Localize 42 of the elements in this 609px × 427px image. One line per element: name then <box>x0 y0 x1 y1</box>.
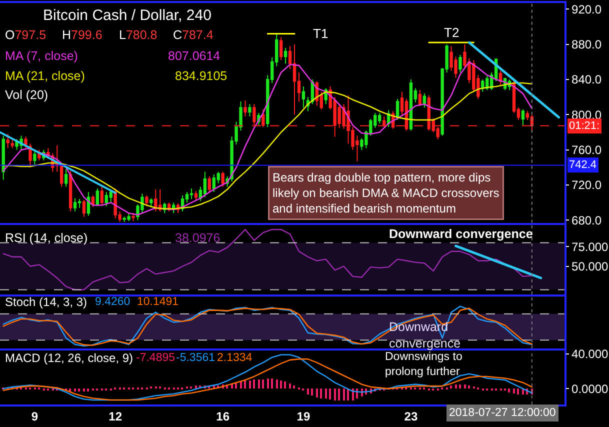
y-tick-label: 720.0 <box>572 178 602 192</box>
annotation: Downswings to prolong further <box>385 351 462 378</box>
x-tick-label: 23 <box>404 409 418 424</box>
annotation: 38.0976 <box>175 231 220 245</box>
ref-line-label: 742.4 <box>569 159 597 171</box>
annotation: Bears drag double top pattern, more dips likely on bearish DMA & MACD crossovers and intensified bearish momentum <box>272 170 500 216</box>
text: 01:21: <box>569 120 600 132</box>
x-tick-label: 19 <box>296 409 310 424</box>
chart-title: Stoch (14, 3, 3) <box>5 295 88 309</box>
annotation: L780.8 <box>119 28 158 42</box>
text: MA (7, close) <box>5 49 78 63</box>
annotation: Downward convergence <box>389 227 533 241</box>
y-tick-label: 760.0 <box>572 143 602 158</box>
text: MA (21, close) <box>5 69 85 83</box>
annotation: O797.5 <box>5 28 46 42</box>
y-tick-label: 920.0 <box>572 2 602 16</box>
annotation: -5.3561 <box>176 352 216 364</box>
x-tick-label: 16 <box>216 409 230 424</box>
y-tick-label: 680.0 <box>572 213 602 228</box>
annotation: 2.1334 <box>217 352 253 364</box>
y-tick-label: 50.000 <box>572 259 609 274</box>
annotation: T2 <box>444 25 460 40</box>
x-tick-label: 9 <box>31 409 38 424</box>
annotation: 10.1491 <box>137 296 179 308</box>
chart-title: MACD (12, 26, close, 9) <box>5 351 134 365</box>
ref-line-label: 2018-07-27 12:00:00 <box>449 407 556 419</box>
chart-title: Bitcoin Cash / Dollar, 240 <box>43 7 212 24</box>
x-tick-label: 12 <box>108 409 122 424</box>
annotation: 834.9105 <box>175 69 228 83</box>
annotation: -7.4895 <box>136 352 176 364</box>
y-tick-label: 40.000 <box>572 347 609 362</box>
y-tick-label: 0.0000 <box>572 382 609 396</box>
annotation: 807.0614 <box>168 49 220 63</box>
annotation: C787.4 <box>173 28 214 42</box>
y-tick-label: 880.0 <box>572 38 602 52</box>
text: RSI (14, close) <box>5 231 88 245</box>
annotation: H799.6 <box>62 28 102 42</box>
annotation: Vol (20) <box>5 88 48 102</box>
annotation: 9.4260 <box>95 296 130 308</box>
y-tick-label: 75.000 <box>572 240 609 254</box>
y-tick-label: 840.0 <box>572 72 602 87</box>
annotation: T1 <box>313 26 328 41</box>
